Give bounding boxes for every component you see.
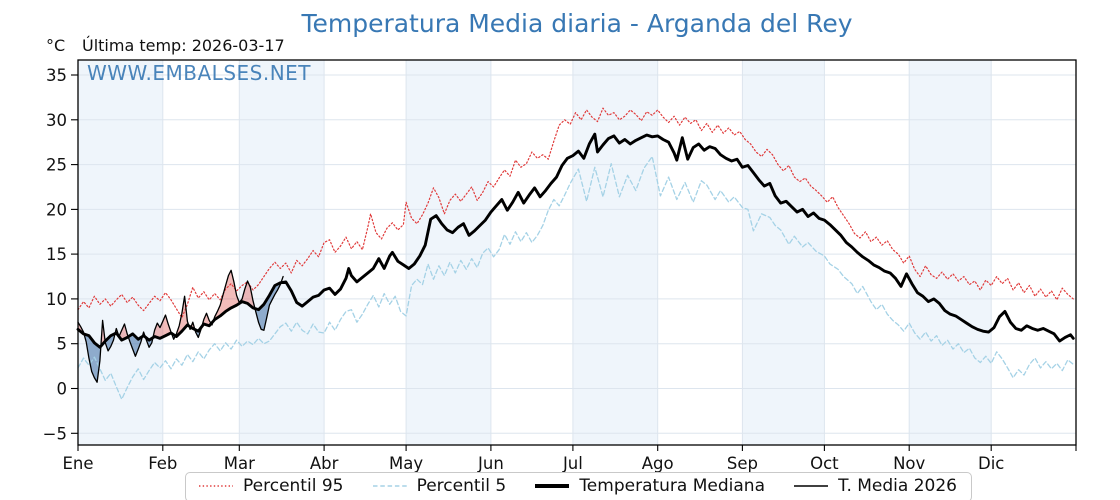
- legend-item-temperatura-mediana: Temperatura Mediana: [534, 476, 765, 496]
- y-tick-label: 25: [46, 156, 67, 175]
- month-band: [78, 60, 163, 445]
- x-tick-label: Dic: [978, 454, 1004, 473]
- legend-item-percentil-95: Percentil 95: [198, 476, 343, 496]
- legend-label: Percentil 95: [243, 476, 344, 496]
- fill-above-median: [78, 270, 283, 348]
- watermark: WWW.EMBALSES.NET: [87, 61, 312, 85]
- x-tick-label: Abr: [310, 454, 339, 473]
- x-tick-label: Oct: [810, 454, 839, 473]
- month-band: [909, 60, 992, 445]
- x-tick-label: Sep: [727, 454, 758, 473]
- x-tick-label: Mar: [224, 454, 255, 473]
- legend-label: Temperatura Mediana: [579, 476, 765, 496]
- y-tick-label: −5: [43, 424, 67, 443]
- y-tick-label: 30: [46, 111, 67, 130]
- x-tick-label: Feb: [148, 454, 177, 473]
- series-line-percentil-5: [77, 155, 1074, 400]
- percentil-95-line-icon: [199, 485, 233, 487]
- t-media-2026-line-icon: [794, 485, 829, 487]
- series-line-percentil-95: [77, 107, 1074, 319]
- x-tick-label: May: [389, 454, 423, 473]
- month-band: [406, 60, 491, 445]
- chart-title: Temperatura Media diaria - Arganda del R…: [301, 9, 853, 38]
- series-line-t-media-2026: [77, 269, 284, 383]
- legend-label: T. Media 2026: [838, 476, 957, 496]
- y-tick-label: 10: [46, 290, 67, 309]
- x-tick-label: Jun: [477, 454, 504, 473]
- y-tick-label: 20: [46, 200, 67, 219]
- x-tick-label: Nov: [893, 454, 925, 473]
- temperatura-mediana-line-icon: [535, 484, 570, 488]
- y-tick-label: 35: [46, 66, 67, 85]
- month-band: [572, 60, 658, 445]
- month-band: [239, 60, 325, 445]
- x-tick-label: Jul: [562, 454, 583, 473]
- legend-label: Percentil 5: [416, 476, 507, 496]
- legend-item-percentil-5: Percentil 5: [372, 476, 507, 496]
- x-tick-label: Ago: [642, 454, 674, 473]
- y-tick-label: 5: [57, 335, 68, 354]
- x-tick-label: Ene: [62, 454, 93, 473]
- y-axis-units-label: °C: [46, 36, 66, 55]
- legend: Percentil 95 Percentil 5 Temperatura Med…: [185, 472, 972, 500]
- series-line-temperatura-mediana: [76, 132, 1075, 349]
- y-tick-label: 0: [57, 380, 68, 399]
- plot-border: [77, 59, 1077, 446]
- legend-item-t-media-2026: T. Media 2026: [793, 476, 957, 496]
- last-temp-label: Última temp: 2026-03-17: [82, 36, 285, 55]
- month-band: [742, 60, 825, 445]
- percentil-5-line-icon: [372, 485, 407, 487]
- y-tick-label: 15: [46, 245, 67, 264]
